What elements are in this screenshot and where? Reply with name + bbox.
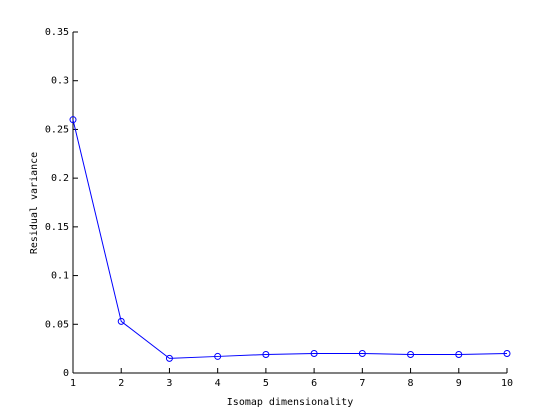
data-point bbox=[310, 350, 318, 358]
x-tick-label: 1 bbox=[70, 378, 76, 389]
x-tick-label: 6 bbox=[311, 378, 317, 389]
y-tick-label: 0 bbox=[63, 368, 69, 379]
data-point bbox=[455, 350, 463, 358]
data-point bbox=[407, 350, 415, 358]
x-tick-label: 3 bbox=[166, 378, 172, 389]
x-axis-label: Isomap dimensionality bbox=[227, 397, 353, 408]
y-tick-label: 0.3 bbox=[51, 76, 69, 87]
series-line bbox=[72, 119, 508, 359]
data-point bbox=[358, 350, 366, 358]
data-point bbox=[214, 352, 222, 360]
x-tick-label: 2 bbox=[118, 378, 124, 389]
y-tick-label: 0.2 bbox=[51, 173, 69, 184]
y-tick-label: 0.15 bbox=[45, 222, 69, 233]
x-tick-label: 8 bbox=[408, 378, 414, 389]
x-tick-label: 4 bbox=[215, 378, 221, 389]
data-point bbox=[165, 354, 173, 362]
y-tick-label: 0.1 bbox=[51, 271, 69, 282]
data-point bbox=[117, 317, 125, 325]
data-point bbox=[69, 116, 77, 124]
y-tick-label: 0.35 bbox=[45, 27, 69, 38]
y-tick-label: 0.05 bbox=[45, 319, 69, 330]
data-point bbox=[262, 350, 270, 358]
y-tick-label: 0.25 bbox=[45, 124, 69, 135]
x-tick-label: 7 bbox=[359, 378, 365, 389]
x-tick-label: 5 bbox=[263, 378, 269, 389]
x-tick-label: 9 bbox=[456, 378, 462, 389]
y-axis-label: Residual variance bbox=[29, 152, 40, 254]
x-tick-label: 10 bbox=[501, 378, 513, 389]
data-point bbox=[503, 350, 511, 358]
